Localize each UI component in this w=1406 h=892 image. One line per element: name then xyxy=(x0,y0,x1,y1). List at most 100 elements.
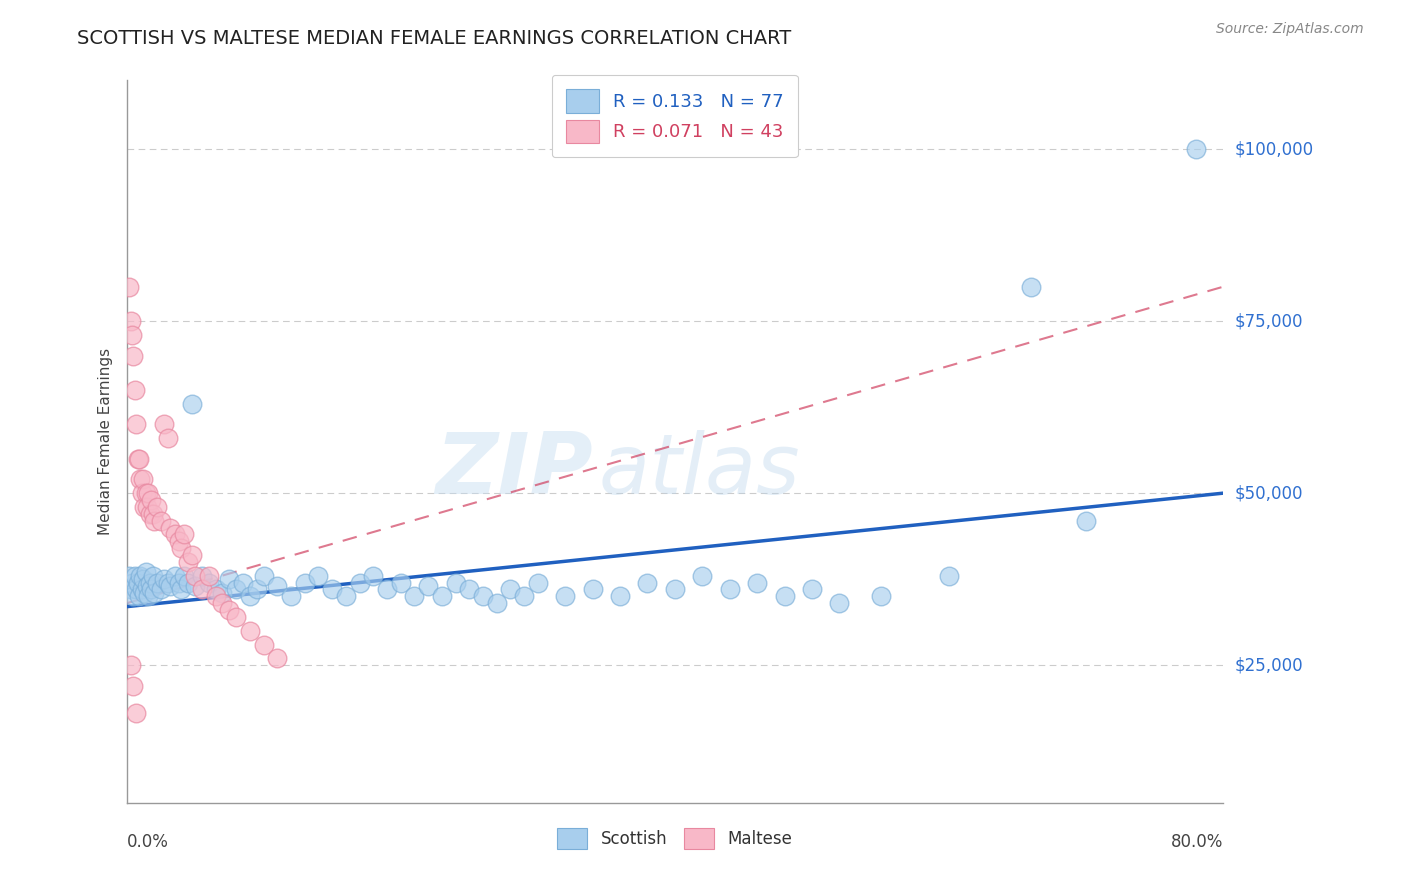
Point xyxy=(321,582,343,597)
Point xyxy=(142,568,165,582)
Point xyxy=(211,586,233,600)
Point xyxy=(143,514,166,528)
Point xyxy=(197,575,219,590)
Point xyxy=(142,507,165,521)
Point xyxy=(253,638,276,652)
Point xyxy=(120,582,142,597)
Point xyxy=(125,417,148,432)
Point xyxy=(664,582,686,597)
Point xyxy=(122,590,145,604)
Point xyxy=(232,575,254,590)
Point xyxy=(239,590,262,604)
Text: 80.0%: 80.0% xyxy=(1171,833,1223,851)
Point xyxy=(124,568,146,582)
Point xyxy=(127,451,149,466)
Point xyxy=(181,548,204,562)
Point xyxy=(173,527,195,541)
Point xyxy=(152,417,174,432)
Point xyxy=(167,534,190,549)
Point xyxy=(204,582,226,597)
Point xyxy=(801,582,824,597)
Point xyxy=(163,527,186,541)
Point xyxy=(145,500,167,514)
Point xyxy=(131,486,153,500)
Text: $100,000: $100,000 xyxy=(1234,140,1313,158)
Point xyxy=(225,582,247,597)
Point xyxy=(138,590,160,604)
Point xyxy=(335,590,357,604)
Legend: Scottish, Maltese: Scottish, Maltese xyxy=(551,822,799,856)
Point xyxy=(308,568,330,582)
Point xyxy=(718,582,741,597)
Point xyxy=(149,582,172,597)
Point xyxy=(124,383,146,397)
Point xyxy=(121,575,143,590)
Point xyxy=(472,590,495,604)
Point xyxy=(167,575,190,590)
Point xyxy=(127,575,149,590)
Point xyxy=(134,586,156,600)
Point xyxy=(554,590,576,604)
Point xyxy=(404,590,426,604)
Point xyxy=(120,314,142,328)
Point xyxy=(747,575,769,590)
Point xyxy=(170,541,193,556)
Point xyxy=(609,590,631,604)
Point xyxy=(132,472,155,486)
Point xyxy=(253,568,276,582)
Point xyxy=(204,590,226,604)
Point xyxy=(499,582,522,597)
Point xyxy=(118,279,141,293)
Text: ZIP: ZIP xyxy=(434,429,593,512)
Point xyxy=(375,582,398,597)
Point xyxy=(159,520,181,534)
Point xyxy=(211,596,233,610)
Point xyxy=(152,572,174,586)
Point xyxy=(145,575,167,590)
Point xyxy=(143,586,166,600)
Point xyxy=(141,493,163,508)
Point xyxy=(1076,514,1098,528)
Point xyxy=(122,679,145,693)
Point xyxy=(363,568,385,582)
Point xyxy=(582,582,605,597)
Point xyxy=(184,568,207,582)
Point xyxy=(191,568,214,582)
Point xyxy=(122,349,145,363)
Point xyxy=(135,566,157,580)
Point xyxy=(149,514,172,528)
Point xyxy=(138,486,160,500)
Point xyxy=(458,582,481,597)
Point xyxy=(125,706,148,721)
Point xyxy=(120,658,142,673)
Point xyxy=(139,575,162,590)
Y-axis label: Median Female Earnings: Median Female Earnings xyxy=(97,348,112,535)
Text: Source: ZipAtlas.com: Source: ZipAtlas.com xyxy=(1216,22,1364,37)
Point xyxy=(121,327,143,342)
Point xyxy=(128,590,150,604)
Point xyxy=(692,568,714,582)
Point xyxy=(773,590,796,604)
Point xyxy=(141,582,163,597)
Point xyxy=(156,431,179,445)
Point xyxy=(177,555,200,569)
Text: 0.0%: 0.0% xyxy=(127,833,169,851)
Point xyxy=(239,624,262,638)
Point xyxy=(527,575,550,590)
Text: SCOTTISH VS MALTESE MEDIAN FEMALE EARNINGS CORRELATION CHART: SCOTTISH VS MALTESE MEDIAN FEMALE EARNIN… xyxy=(77,29,792,47)
Text: $75,000: $75,000 xyxy=(1234,312,1303,330)
Point xyxy=(418,579,440,593)
Text: $25,000: $25,000 xyxy=(1234,657,1303,674)
Point xyxy=(513,590,536,604)
Point xyxy=(218,572,240,586)
Point xyxy=(869,590,891,604)
Point xyxy=(485,596,508,610)
Point xyxy=(266,579,288,593)
Point xyxy=(636,575,658,590)
Text: atlas: atlas xyxy=(598,430,800,511)
Point xyxy=(173,568,195,582)
Point xyxy=(938,568,960,582)
Point xyxy=(828,596,851,610)
Point xyxy=(177,575,200,590)
Point xyxy=(280,590,302,604)
